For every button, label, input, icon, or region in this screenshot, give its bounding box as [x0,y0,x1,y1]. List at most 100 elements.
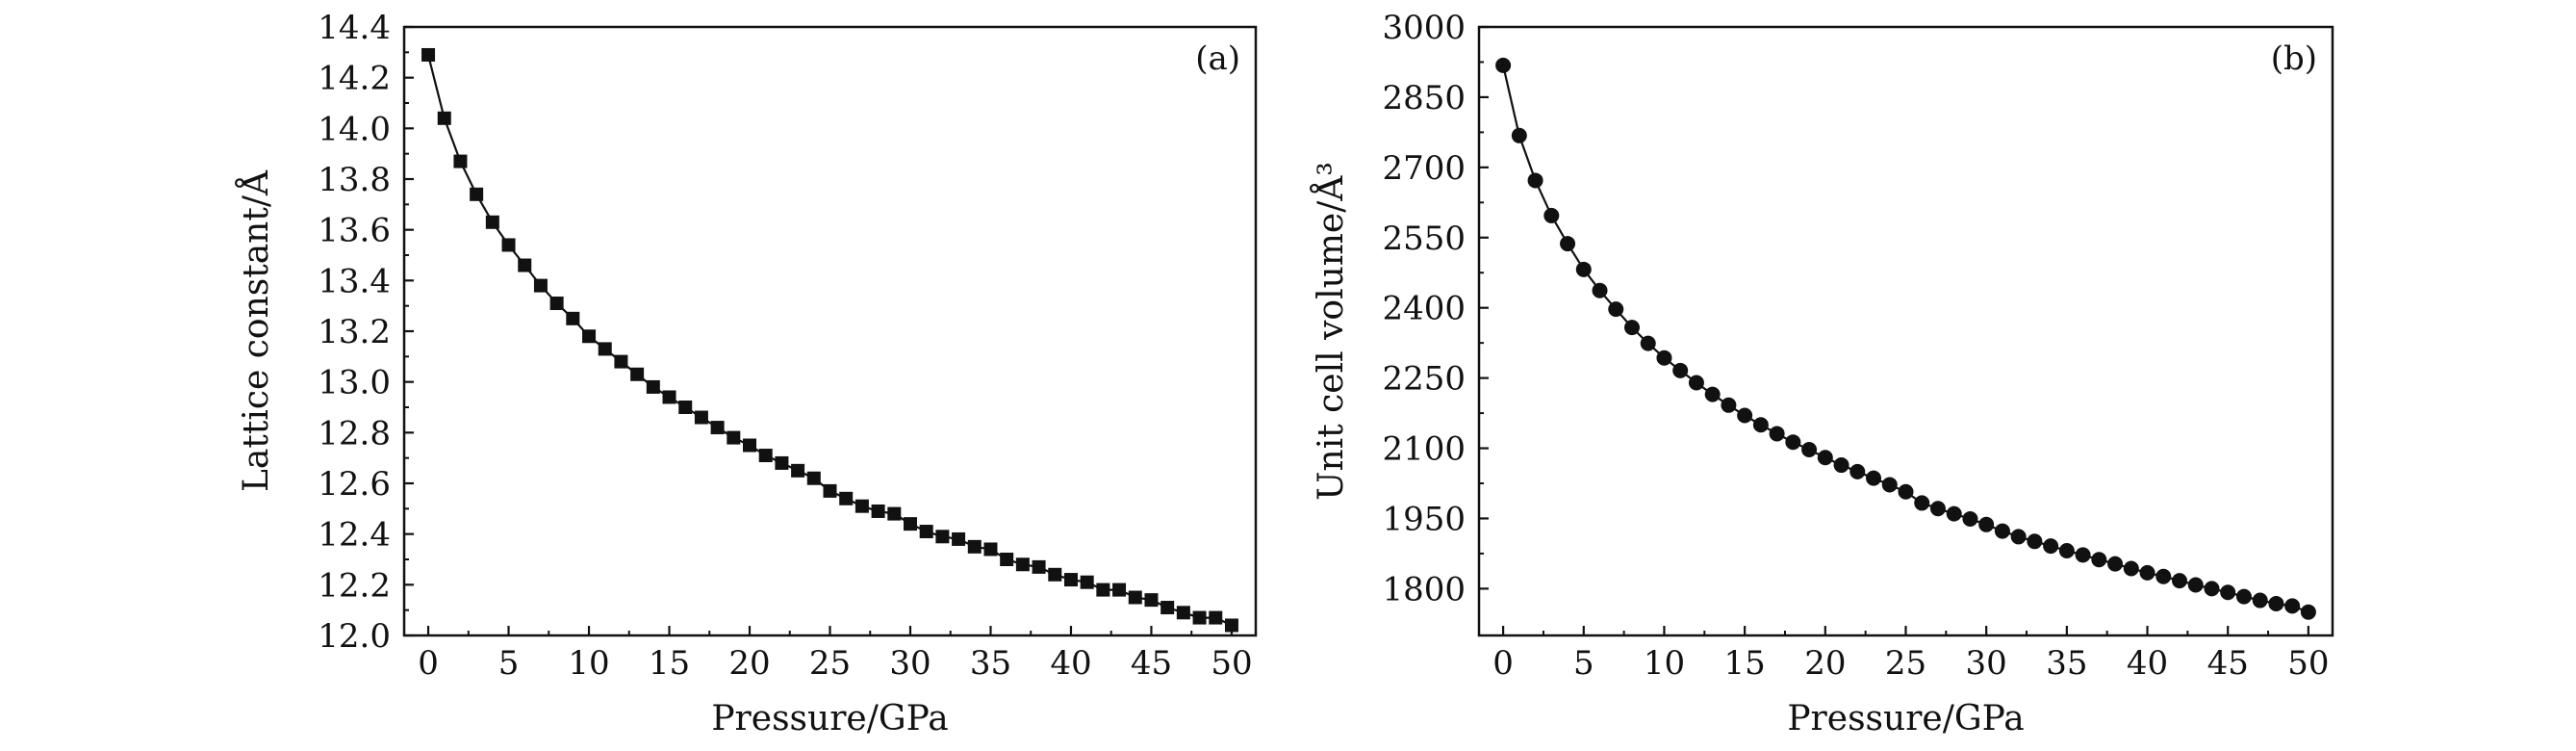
y-tick-label: 1950 [1382,500,1466,538]
data-point [1640,335,1656,351]
data-point [437,111,451,125]
x-tick-label: 0 [1492,644,1514,683]
panel-a-markers [421,47,1238,633]
data-point [2027,533,2043,550]
y-tick-label: 12.8 [318,414,391,453]
data-point [1527,172,1543,189]
y-tick-label: 13.4 [318,262,391,300]
data-point [1656,350,1672,366]
data-point [1688,375,1704,391]
data-point [775,455,789,470]
panel-b-tick-labels: 0 5 10 15 20 25 30 35 40 45 50 1800 1950 2100 2250 2400… [1382,9,2329,683]
data-point [1495,57,1512,73]
y-tick-label: 12.4 [318,516,391,555]
data-point [1592,282,1608,298]
data-point [2284,598,2301,614]
data-point [1096,583,1110,597]
data-point [1721,397,1737,413]
data-point [1881,477,1898,493]
panel-a-ticks [404,25,1234,637]
y-tick-label: 12.0 [318,617,391,656]
data-point [1000,553,1014,566]
data-point [1801,441,1818,457]
data-point [2139,564,2155,581]
x-tick-label: 15 [1724,644,1766,683]
data-point [1608,301,1624,318]
data-point [566,311,580,325]
data-point [871,504,885,518]
data-point [598,342,612,356]
x-tick-label: 5 [498,644,520,683]
data-point [1160,601,1175,615]
data-point [1752,417,1769,433]
data-point [2235,588,2252,605]
x-tick-label: 35 [2046,644,2087,683]
y-tick-label: 2250 [1382,360,1466,399]
x-tick-label: 40 [2127,644,2168,683]
data-point [2058,543,2075,559]
panel-a-label: (a) [1195,39,1240,78]
y-tick-label: 2100 [1382,430,1466,469]
data-point [1560,236,1576,252]
data-point [614,354,628,369]
x-tick-label: 5 [1573,644,1594,683]
data-point [1994,523,2010,539]
x-tick-label: 50 [2287,644,2329,683]
panel-a-y-axis-title: Lattice constant/Å [236,169,276,492]
data-point [2187,577,2204,593]
data-point [1176,606,1190,620]
x-tick-label: 0 [418,644,439,683]
data-point [1015,557,1030,572]
data-point [501,238,516,252]
data-point [1224,618,1238,633]
data-point [1769,426,1785,442]
data-point [453,154,468,168]
y-tick-label: 12.2 [318,566,391,605]
data-point [1543,207,1560,223]
data-point [1785,434,1801,451]
data-point [2220,584,2236,601]
panel-b-ticks [1479,25,2309,635]
y-tick-label: 13.2 [318,313,391,351]
data-point [919,525,933,539]
panel-a-lattice-constant-chart: 0 5 10 15 20 25 30 35 40 45 50 12.0 12.2 12.4 12.6 12.8… [236,9,1258,738]
data-point [694,410,708,425]
data-point [1978,516,1995,532]
data-point [854,499,869,513]
data-point [1737,407,1753,424]
data-point [1128,590,1142,605]
x-tick-label: 30 [1966,644,2007,683]
data-point [839,491,854,505]
x-tick-label: 45 [1131,644,1172,683]
y-tick-label: 14.4 [318,9,391,47]
data-point [2300,604,2316,620]
panel-b-y-axis-title: Unit cell volume/Å³ [1311,162,1351,501]
data-point [646,379,660,394]
x-tick-label: 50 [1211,644,1252,683]
data-point [1704,386,1721,402]
y-tick-label: 12.6 [318,465,391,504]
data-point [470,187,484,201]
data-point [2075,547,2091,563]
data-point [2252,592,2268,609]
y-tick-label: 13.0 [318,364,391,402]
data-point [710,421,725,435]
y-tick-label: 13.8 [318,161,391,199]
data-point [1946,505,1962,522]
data-point [823,483,837,498]
data-point [2123,560,2139,577]
data-point [1623,320,1640,336]
x-tick-label: 20 [728,644,770,683]
panel-b-label: (b) [2271,39,2317,78]
data-point [1898,483,1914,500]
data-point [743,438,757,453]
data-point [630,367,645,381]
data-point [903,517,917,531]
panel-a-tick-labels: 0 5 10 15 20 25 30 35 40 45 50 12.0 12.2 12.4 12.6 12.8… [318,9,1252,683]
data-point [533,278,548,293]
y-tick-label: 1800 [1382,570,1466,609]
x-tick-label: 10 [1644,644,1685,683]
data-point [485,215,499,229]
x-tick-label: 15 [649,644,690,683]
data-point [1849,463,1866,479]
